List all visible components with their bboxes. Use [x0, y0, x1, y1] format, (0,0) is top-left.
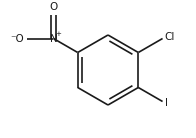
Text: +: + — [55, 30, 61, 36]
Text: N: N — [50, 34, 57, 43]
Text: Cl: Cl — [165, 31, 175, 42]
Text: ⁻O: ⁻O — [11, 34, 24, 43]
Text: O: O — [49, 2, 58, 11]
Text: I: I — [165, 99, 168, 108]
